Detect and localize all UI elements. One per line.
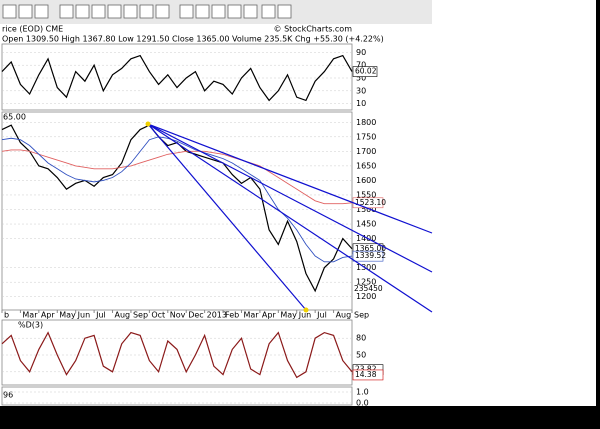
value-badge: 1339.52 [355, 251, 386, 260]
series-line [1, 331, 353, 379]
icon[interactable] [243, 4, 258, 19]
icon[interactable] [18, 4, 33, 19]
y-tick-label: 80 [356, 334, 366, 343]
value-badge: 1523.10 [355, 198, 386, 207]
y-tick-label: 1650 [356, 161, 376, 170]
anchor-point [303, 307, 309, 313]
value-badge: 1365.00 [355, 244, 386, 253]
y-tick-label: 0.0 [356, 399, 369, 408]
y-tick-label: 70 [356, 61, 366, 70]
series-line [1, 149, 353, 205]
footer-bar [0, 406, 600, 429]
x-tick-label: b [4, 311, 9, 320]
icon[interactable] [261, 4, 276, 19]
y-tick-label: 30 [356, 86, 366, 95]
trendline [147, 123, 433, 273]
rsi-frame [1, 43, 353, 111]
y-tick-label: 1300 [356, 263, 376, 272]
icon[interactable] [155, 4, 170, 19]
y-tick-label: 1550 [356, 190, 376, 199]
y-tick-label: 50 [356, 74, 366, 83]
price-frame [1, 111, 353, 311]
x-tick-label: 2013 [207, 311, 227, 320]
y-tick-label: 1700 [356, 147, 376, 156]
icon[interactable] [34, 4, 49, 19]
y-tick-label: 1500 [356, 205, 376, 214]
x-tick-label: Nov [170, 311, 186, 320]
bottom-frame [1, 386, 353, 406]
value-badge: 23.82 [355, 365, 377, 374]
x-tick-label: Oct [151, 311, 165, 320]
x-tick-label: Mar [243, 311, 259, 320]
icon[interactable] [107, 4, 122, 19]
icon[interactable] [75, 4, 90, 19]
x-tick-label: May [59, 311, 76, 320]
icon[interactable] [59, 4, 74, 19]
value-badge: 60.02 [355, 67, 377, 76]
x-tick-label: Jun [77, 311, 91, 320]
icon[interactable] [277, 4, 292, 19]
y-tick-label: 1400 [356, 234, 376, 243]
icon[interactable] [195, 4, 210, 19]
y-tick-label: 1750 [356, 132, 376, 141]
watermark: © StockCharts.com [274, 25, 353, 34]
y-tick-label: 50 [356, 351, 366, 360]
icon[interactable] [227, 4, 242, 19]
icon[interactable] [123, 4, 138, 19]
x-tick-label: May [280, 311, 297, 320]
y-tick-label: 1450 [356, 220, 376, 229]
value-badge-box [352, 250, 384, 262]
quote-line: Open 1309.50 High 1367.80 Low 1291.50 Cl… [2, 35, 384, 44]
icon[interactable] [139, 4, 154, 19]
trendline [147, 123, 307, 311]
x-tick-label: Apr [262, 311, 277, 320]
x-tick-label: Jul [316, 311, 327, 320]
stoch-frame [1, 319, 353, 386]
toolbar-icons [2, 4, 292, 19]
panel-title: %D(3) [18, 321, 43, 330]
x-tick-label: Sep [354, 311, 369, 320]
series-line [1, 136, 353, 263]
x-tick-label: Jun [298, 311, 312, 320]
trendline [147, 123, 433, 313]
value-badge: 14.38 [355, 370, 377, 379]
y-tick-label: 90 [356, 48, 366, 57]
panel-frames [1, 43, 353, 406]
series-line [1, 54, 353, 102]
volume-label: 235450 [354, 284, 383, 293]
y-tick-label: 1200 [356, 292, 376, 301]
icon[interactable] [179, 4, 194, 19]
y-tick-label: 10 [356, 99, 366, 108]
icon[interactable] [211, 4, 226, 19]
y-tick-label: 1600 [356, 176, 376, 185]
x-tick-label: Dec [188, 311, 203, 320]
value-badge-box [352, 369, 384, 381]
price-label: 65.00 [3, 113, 26, 122]
icon[interactable] [91, 4, 106, 19]
y-tick-label: 1800 [356, 118, 376, 127]
x-tick-label: Apr [41, 311, 56, 320]
y-tick-label: 1.0 [356, 388, 369, 397]
right-border [596, 0, 600, 429]
icon[interactable] [2, 4, 17, 19]
chart-title: rice (EOD) CME [2, 25, 63, 34]
x-tick-label: Sep [133, 311, 148, 320]
value-badge-box [352, 66, 378, 77]
anchor-point [145, 121, 151, 127]
x-tick-label: Jul [95, 311, 106, 320]
x-tick-label: Mar [22, 311, 38, 320]
x-tick-label: Aug [115, 311, 131, 320]
trendline [147, 123, 433, 234]
plots: 907050301060.021800175017001650160015501… [1, 48, 386, 408]
footer-text: [852x582] http://upic.me/ [452, 411, 594, 424]
x-tick-label: Feb [225, 311, 239, 320]
bottom-label: 96 [3, 391, 13, 400]
trendlines [147, 123, 433, 313]
y-tick-label: 1250 [356, 278, 376, 287]
x-tick-label: Aug [336, 311, 352, 320]
